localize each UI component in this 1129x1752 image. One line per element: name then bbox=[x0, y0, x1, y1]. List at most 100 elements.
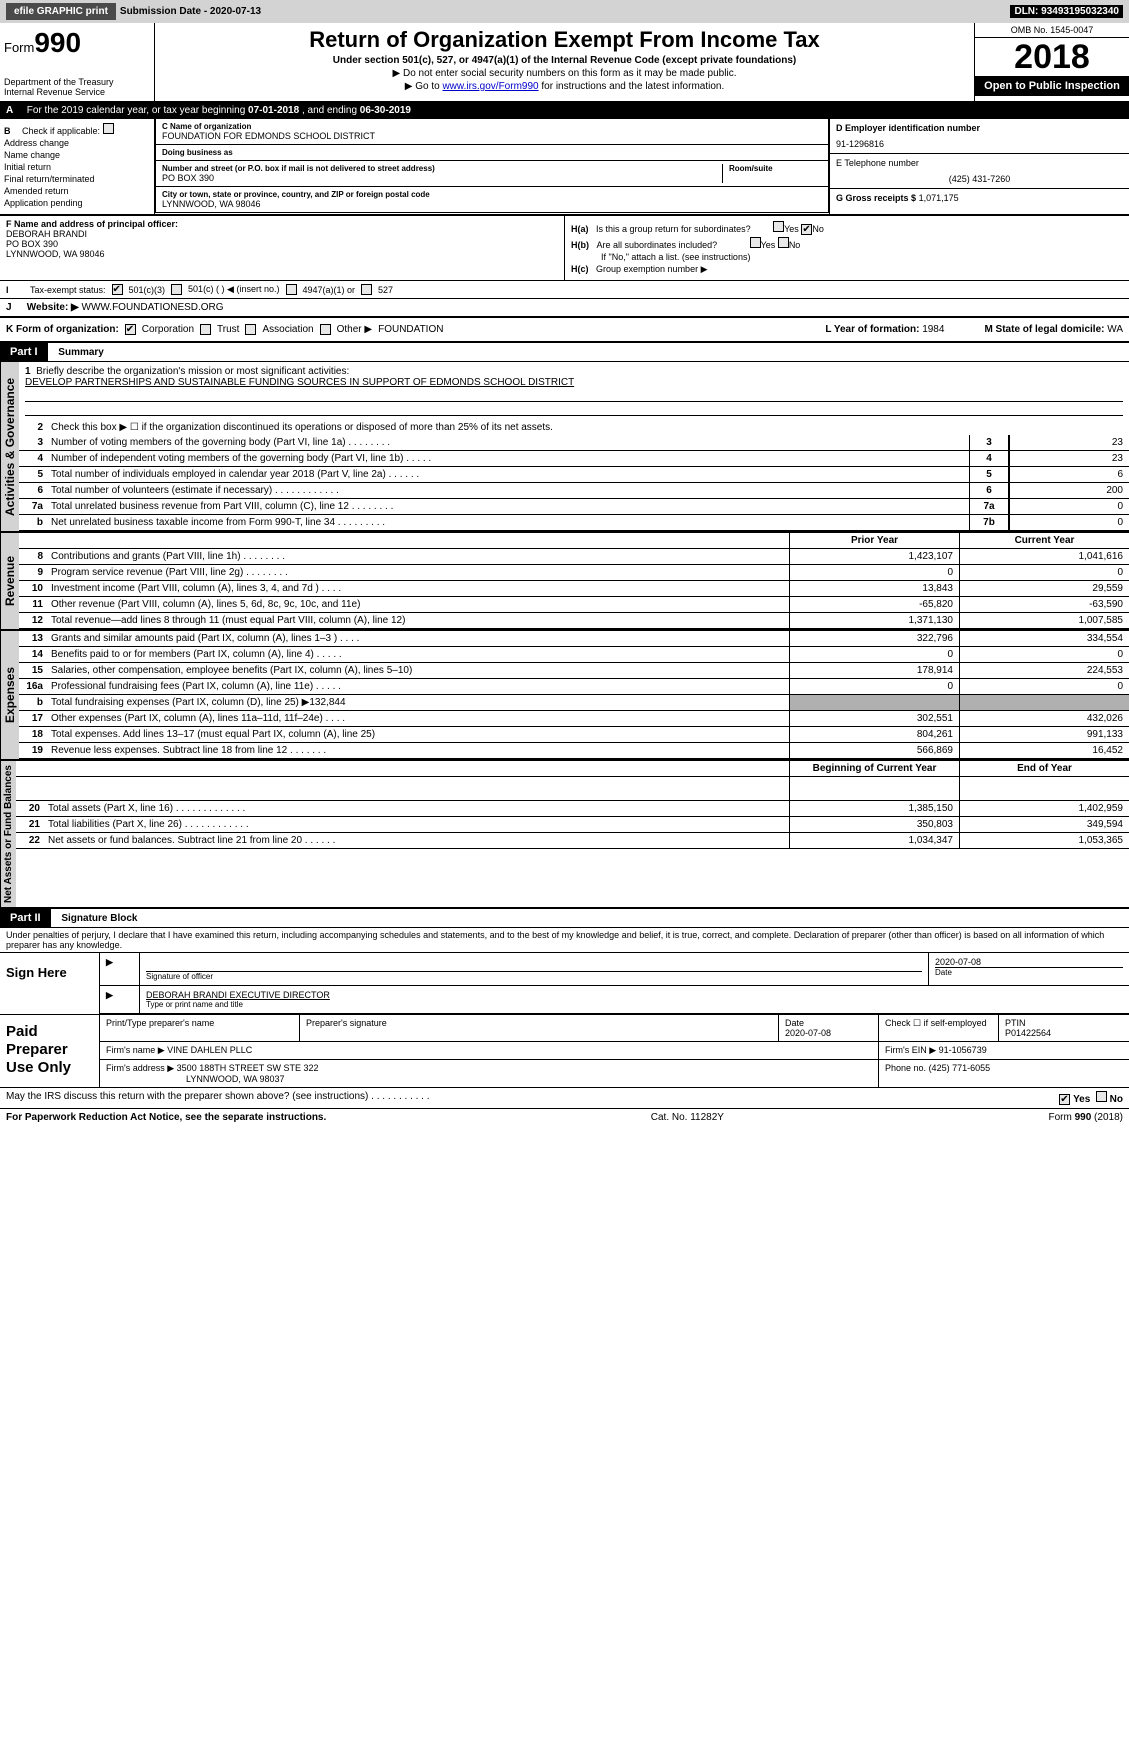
opt-assoc: Association bbox=[262, 324, 313, 335]
firm-addr-label: Firm's address ▶ bbox=[106, 1063, 174, 1073]
expenses-section: Expenses 13Grants and similar amounts pa… bbox=[0, 631, 1129, 761]
cb-final-return: Final return/terminated bbox=[4, 174, 95, 184]
firm-addr2: LYNNWOOD, WA 98037 bbox=[106, 1074, 285, 1084]
identity-grid: BCheck if applicable: Address change Nam… bbox=[0, 119, 1129, 216]
officer-h-section: F Name and address of principal officer:… bbox=[0, 216, 1129, 281]
mission-label: Briefly describe the organization's miss… bbox=[36, 366, 349, 377]
ha-label: H(a) bbox=[571, 224, 589, 234]
k-org-row: K Form of organization: Corporation Trus… bbox=[0, 318, 1129, 343]
cb-corp[interactable] bbox=[125, 324, 136, 335]
sig-officer-label: Signature of officer bbox=[146, 971, 922, 981]
data-line: 8Contributions and grants (Part VIII, li… bbox=[19, 549, 1129, 565]
hc-label: H(c) bbox=[571, 264, 589, 274]
opt-corp: Corporation bbox=[142, 324, 194, 335]
checkbox-column: BCheck if applicable: Address change Nam… bbox=[0, 119, 155, 214]
part2-title: Signature Block bbox=[53, 913, 137, 924]
officer-addr2: LYNNWOOD, WA 98046 bbox=[6, 249, 558, 259]
cb-501c3[interactable] bbox=[112, 284, 123, 295]
part2-badge: Part II bbox=[0, 909, 51, 927]
prep-date-label: Date bbox=[785, 1018, 804, 1028]
checkbox-icon[interactable] bbox=[103, 123, 114, 134]
hb-note: If "No," attach a list. (see instruction… bbox=[571, 252, 1123, 262]
data-line: 19Revenue less expenses. Subtract line 1… bbox=[19, 743, 1129, 759]
current-year-header: Current Year bbox=[959, 533, 1129, 548]
prior-year-header: Prior Year bbox=[789, 533, 959, 548]
revenue-section: Revenue Prior Year Current Year 8Contrib… bbox=[0, 533, 1129, 631]
discuss-no-cb[interactable] bbox=[1096, 1091, 1107, 1102]
form-header: Form990 Department of the Treasury Inter… bbox=[0, 23, 1129, 103]
org-city: LYNNWOOD, WA 98046 bbox=[162, 199, 822, 209]
ptin-label: PTIN bbox=[1005, 1018, 1026, 1028]
cb-501c[interactable] bbox=[171, 284, 182, 295]
city-box: City or town, state or province, country… bbox=[155, 187, 829, 213]
e-label: E Telephone number bbox=[836, 158, 1123, 168]
arrow-icon: ▶ bbox=[106, 990, 113, 1000]
form-id-block: Form990 Department of the Treasury Inter… bbox=[0, 23, 155, 101]
phone-value: (425) 431-7260 bbox=[836, 174, 1123, 184]
cb-527[interactable] bbox=[361, 284, 372, 295]
officer-name: DEBORAH BRANDI bbox=[6, 229, 558, 239]
footer-left: For Paperwork Reduction Act Notice, see … bbox=[6, 1112, 326, 1123]
form-title: Return of Organization Exempt From Incom… bbox=[159, 27, 970, 53]
ptin-value: P01422564 bbox=[1005, 1028, 1051, 1038]
data-line: 20Total assets (Part X, line 16) . . . .… bbox=[16, 801, 1129, 817]
ein-cell: D Employer identification number 91-1296… bbox=[830, 119, 1129, 154]
data-line: 21Total liabilities (Part X, line 26) . … bbox=[16, 817, 1129, 833]
discuss-yes: Yes bbox=[1073, 1094, 1090, 1105]
d-label: D Employer identification number bbox=[836, 123, 1123, 133]
mission-text: DEVELOP PARTNERSHIPS AND SUSTAINABLE FUN… bbox=[25, 377, 1123, 388]
goto-post: for instructions and the latest informat… bbox=[539, 81, 725, 92]
netassets-section: Net Assets or Fund Balances Beginning of… bbox=[0, 761, 1129, 909]
h-block: H(a) Is this a group return for subordin… bbox=[565, 216, 1129, 280]
part1-badge: Part I bbox=[0, 343, 48, 361]
hb-no-cb[interactable] bbox=[778, 237, 789, 248]
revenue-vlabel: Revenue bbox=[0, 533, 19, 629]
ha-text: Is this a group return for subordinates? bbox=[596, 224, 751, 234]
dept-treasury: Department of the Treasury bbox=[4, 77, 150, 87]
data-line: 12Total revenue—add lines 8 through 11 (… bbox=[19, 613, 1129, 629]
website-url: WWW.FOUNDATIONESD.ORG bbox=[82, 302, 224, 313]
data-line: 18Total expenses. Add lines 13–17 (must … bbox=[19, 727, 1129, 743]
opt-501c: 501(c) ( ) ◀ (insert no.) bbox=[188, 284, 279, 295]
f-officer-block: F Name and address of principal officer:… bbox=[0, 216, 565, 280]
submission-date: Submission Date - 2020-07-13 bbox=[120, 6, 261, 17]
yes-label-2: Yes bbox=[761, 240, 776, 250]
footer-right: Form 990 (2018) bbox=[1048, 1112, 1123, 1123]
cb-other[interactable] bbox=[320, 324, 331, 335]
cb-amended: Amended return bbox=[4, 186, 69, 196]
yes-label: Yes bbox=[784, 224, 799, 234]
data-line: 15Salaries, other compensation, employee… bbox=[19, 663, 1129, 679]
m-label: M State of legal domicile: bbox=[984, 324, 1104, 335]
officer-addr1: PO BOX 390 bbox=[6, 239, 558, 249]
opt-501c3: 501(c)(3) bbox=[129, 285, 166, 295]
summary-line: bNet unrelated business taxable income f… bbox=[19, 515, 1129, 531]
summary-line: 6Total number of volunteers (estimate if… bbox=[19, 483, 1129, 499]
form-word: Form bbox=[4, 40, 34, 55]
discuss-yes-cb[interactable] bbox=[1059, 1094, 1070, 1105]
mission-block: 1 Briefly describe the organization's mi… bbox=[19, 362, 1129, 420]
cb-assoc[interactable] bbox=[245, 324, 256, 335]
top-meta-bar: efile GRAPHIC print Submission Date - 20… bbox=[0, 0, 1129, 23]
hc-text: Group exemption number ▶ bbox=[596, 264, 707, 274]
governance-section: Activities & Governance 1 Briefly descri… bbox=[0, 362, 1129, 533]
goto-pre: ▶ Go to bbox=[405, 81, 443, 92]
cb-4947[interactable] bbox=[286, 284, 297, 295]
hb-yes-cb[interactable] bbox=[750, 237, 761, 248]
title-block: Return of Organization Exempt From Incom… bbox=[155, 23, 974, 101]
ha-yes-cb[interactable] bbox=[773, 221, 784, 232]
begin-year-header: Beginning of Current Year bbox=[789, 761, 959, 776]
preparer-label: Paid Preparer Use Only bbox=[0, 1015, 100, 1087]
ha-no-cb[interactable] bbox=[801, 224, 812, 235]
efile-badge: efile GRAPHIC print bbox=[6, 3, 116, 20]
line2-text: Check this box ▶ ☐ if the organization d… bbox=[47, 420, 1129, 435]
data-line: 14Benefits paid to or for members (Part … bbox=[19, 647, 1129, 663]
irs-link[interactable]: www.irs.gov/Form990 bbox=[442, 81, 538, 92]
org-name: FOUNDATION FOR EDMONDS SCHOOL DISTRICT bbox=[162, 131, 822, 141]
ssn-note: ▶ Do not enter social security numbers o… bbox=[159, 68, 970, 79]
summary-line: 4Number of independent voting members of… bbox=[19, 451, 1129, 467]
addr-label: Number and street (or P.O. box if mail i… bbox=[162, 164, 722, 173]
summary-line: 7aTotal unrelated business revenue from … bbox=[19, 499, 1129, 515]
cb-trust[interactable] bbox=[200, 324, 211, 335]
data-line: 16aProfessional fundraising fees (Part I… bbox=[19, 679, 1129, 695]
letter-j: J bbox=[6, 302, 24, 313]
